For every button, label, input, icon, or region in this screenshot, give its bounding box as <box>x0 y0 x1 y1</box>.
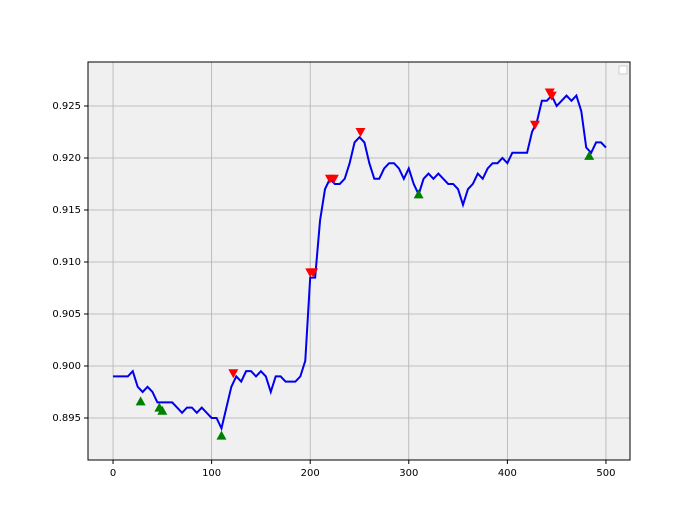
x-tick-label: 0 <box>110 468 116 479</box>
buy-marker <box>216 430 227 440</box>
plot-frame <box>87 61 631 461</box>
x-tick-label: 400 <box>498 468 517 479</box>
y-tick-label: 0.925 <box>52 101 81 112</box>
buy-marker <box>135 396 146 406</box>
x-tick-label: 100 <box>202 468 221 479</box>
y-tick-label: 0.920 <box>52 153 81 164</box>
y-tick-label: 0.900 <box>52 361 81 372</box>
x-tick-label: 200 <box>301 468 320 479</box>
y-tick-label: 0.915 <box>52 205 81 216</box>
plot-area <box>88 62 630 460</box>
x-tick-label: 500 <box>596 468 615 479</box>
sell-marker <box>308 268 319 278</box>
buy-marker <box>584 150 595 160</box>
legend <box>618 65 628 75</box>
price-line <box>113 93 607 432</box>
sell-marker <box>529 120 540 130</box>
sell-marker <box>228 369 239 379</box>
buy-marker <box>413 189 424 199</box>
y-tick-label: 0.895 <box>52 413 81 424</box>
sell-marker <box>328 174 339 184</box>
plot-layer <box>88 62 630 460</box>
buy-marker <box>157 405 168 415</box>
y-tick-label: 0.910 <box>52 257 81 268</box>
sell-marker <box>355 127 366 137</box>
y-tick-label: 0.905 <box>52 309 81 320</box>
sell-marker <box>546 91 557 101</box>
x-tick-label: 300 <box>399 468 418 479</box>
